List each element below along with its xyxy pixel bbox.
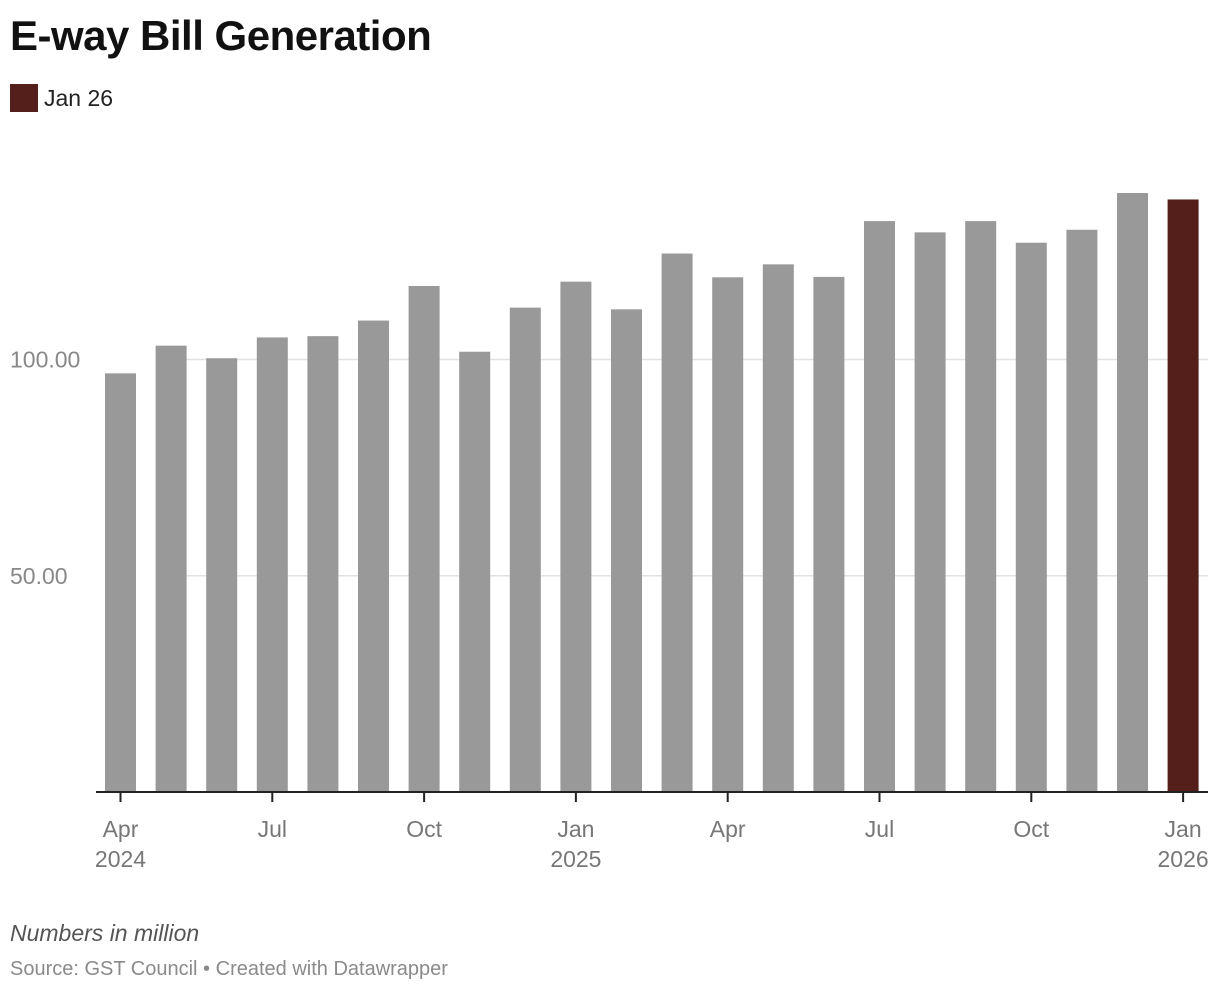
bar-mar-2025	[661, 253, 693, 793]
bar-oct-2025	[1015, 242, 1047, 793]
bar-sep-2024	[358, 320, 389, 792]
source-separator: •	[197, 958, 216, 980]
x-tick-label: Jan	[1165, 816, 1202, 842]
x-tick-label: Jul	[865, 816, 894, 842]
x-tick-label: Jan	[557, 816, 594, 842]
y-axis-labels: 50.00 100.00	[10, 347, 80, 589]
bar-jun-2025	[813, 276, 845, 793]
bar-sep-2025	[965, 221, 997, 793]
chart-source: Source: GST Council • Created with Dataw…	[10, 958, 448, 981]
y-tick-label: 100.00	[10, 347, 80, 373]
bar-may-2025	[762, 264, 794, 793]
bar-nov-2025	[1066, 229, 1098, 792]
bar-feb-2025	[611, 309, 642, 792]
legend-swatch	[10, 84, 38, 112]
y-tick-label: 50.00	[10, 563, 68, 589]
bar-aug-2025	[914, 232, 946, 793]
chart-title: E-way Bill Generation	[10, 12, 432, 59]
chart-notes: Numbers in million	[10, 920, 200, 946]
bar-jul-2025	[864, 221, 895, 793]
x-tick-label: Apr	[103, 816, 139, 842]
x-axis: Apr 2024 Jul Oct Jan 2025 Apr Jul Oct Jan 2026	[95, 791, 1209, 872]
x-tick-year-label: 2026	[1158, 846, 1209, 872]
x-tick-label: Jul	[258, 816, 287, 842]
bars	[105, 192, 1199, 793]
bar-jun-2024	[206, 358, 238, 792]
bar-jan-2025	[560, 281, 592, 792]
x-tick-label: Oct	[1013, 816, 1049, 842]
bar-jul-2024	[256, 337, 288, 792]
bar-apr-2024	[105, 373, 136, 792]
source-credit: Created with Datawrapper	[215, 958, 448, 980]
source-prefix: Source:	[10, 958, 85, 980]
bar-apr-2025	[712, 277, 744, 792]
bar-may-2024	[155, 345, 187, 792]
source-name: GST Council	[84, 958, 198, 980]
bar-aug-2024	[307, 336, 339, 792]
legend: Jan 26	[10, 84, 113, 112]
bar-oct-2024	[408, 285, 440, 792]
legend-label: Jan 26	[44, 84, 114, 111]
x-tick-year-label: 2025	[550, 846, 601, 872]
x-tick-label: Oct	[406, 816, 442, 842]
bar-dec-2024	[509, 307, 541, 792]
bar-dec-2025	[1117, 192, 1148, 793]
bar-jan-2026	[1167, 199, 1199, 793]
x-tick-year-label: 2024	[95, 846, 146, 872]
x-tick-label: Apr	[710, 816, 746, 842]
bar-nov-2024	[459, 351, 491, 792]
